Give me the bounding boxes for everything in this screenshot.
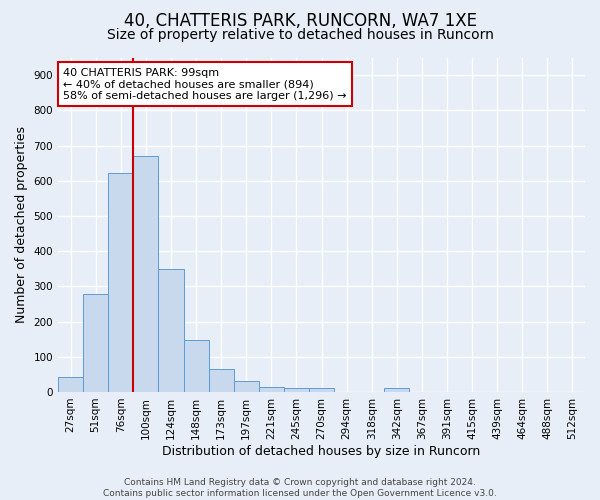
Bar: [83, 294, 108, 392]
Bar: [233, 382, 259, 392]
X-axis label: Distribution of detached houses by size in Runcorn: Distribution of detached houses by size …: [163, 444, 481, 458]
Bar: [133, 156, 158, 392]
Bar: [284, 388, 309, 392]
Bar: [309, 388, 334, 392]
Bar: [259, 386, 284, 392]
Text: Size of property relative to detached houses in Runcorn: Size of property relative to detached ho…: [107, 28, 493, 42]
Bar: [184, 340, 209, 392]
Text: 40, CHATTERIS PARK, RUNCORN, WA7 1XE: 40, CHATTERIS PARK, RUNCORN, WA7 1XE: [124, 12, 476, 30]
Text: 40 CHATTERIS PARK: 99sqm
← 40% of detached houses are smaller (894)
58% of semi-: 40 CHATTERIS PARK: 99sqm ← 40% of detach…: [64, 68, 347, 100]
Bar: [384, 388, 409, 392]
Bar: [209, 369, 233, 392]
Text: Contains HM Land Registry data © Crown copyright and database right 2024.
Contai: Contains HM Land Registry data © Crown c…: [103, 478, 497, 498]
Y-axis label: Number of detached properties: Number of detached properties: [15, 126, 28, 323]
Bar: [158, 270, 184, 392]
Bar: [58, 377, 83, 392]
Bar: [108, 173, 133, 392]
